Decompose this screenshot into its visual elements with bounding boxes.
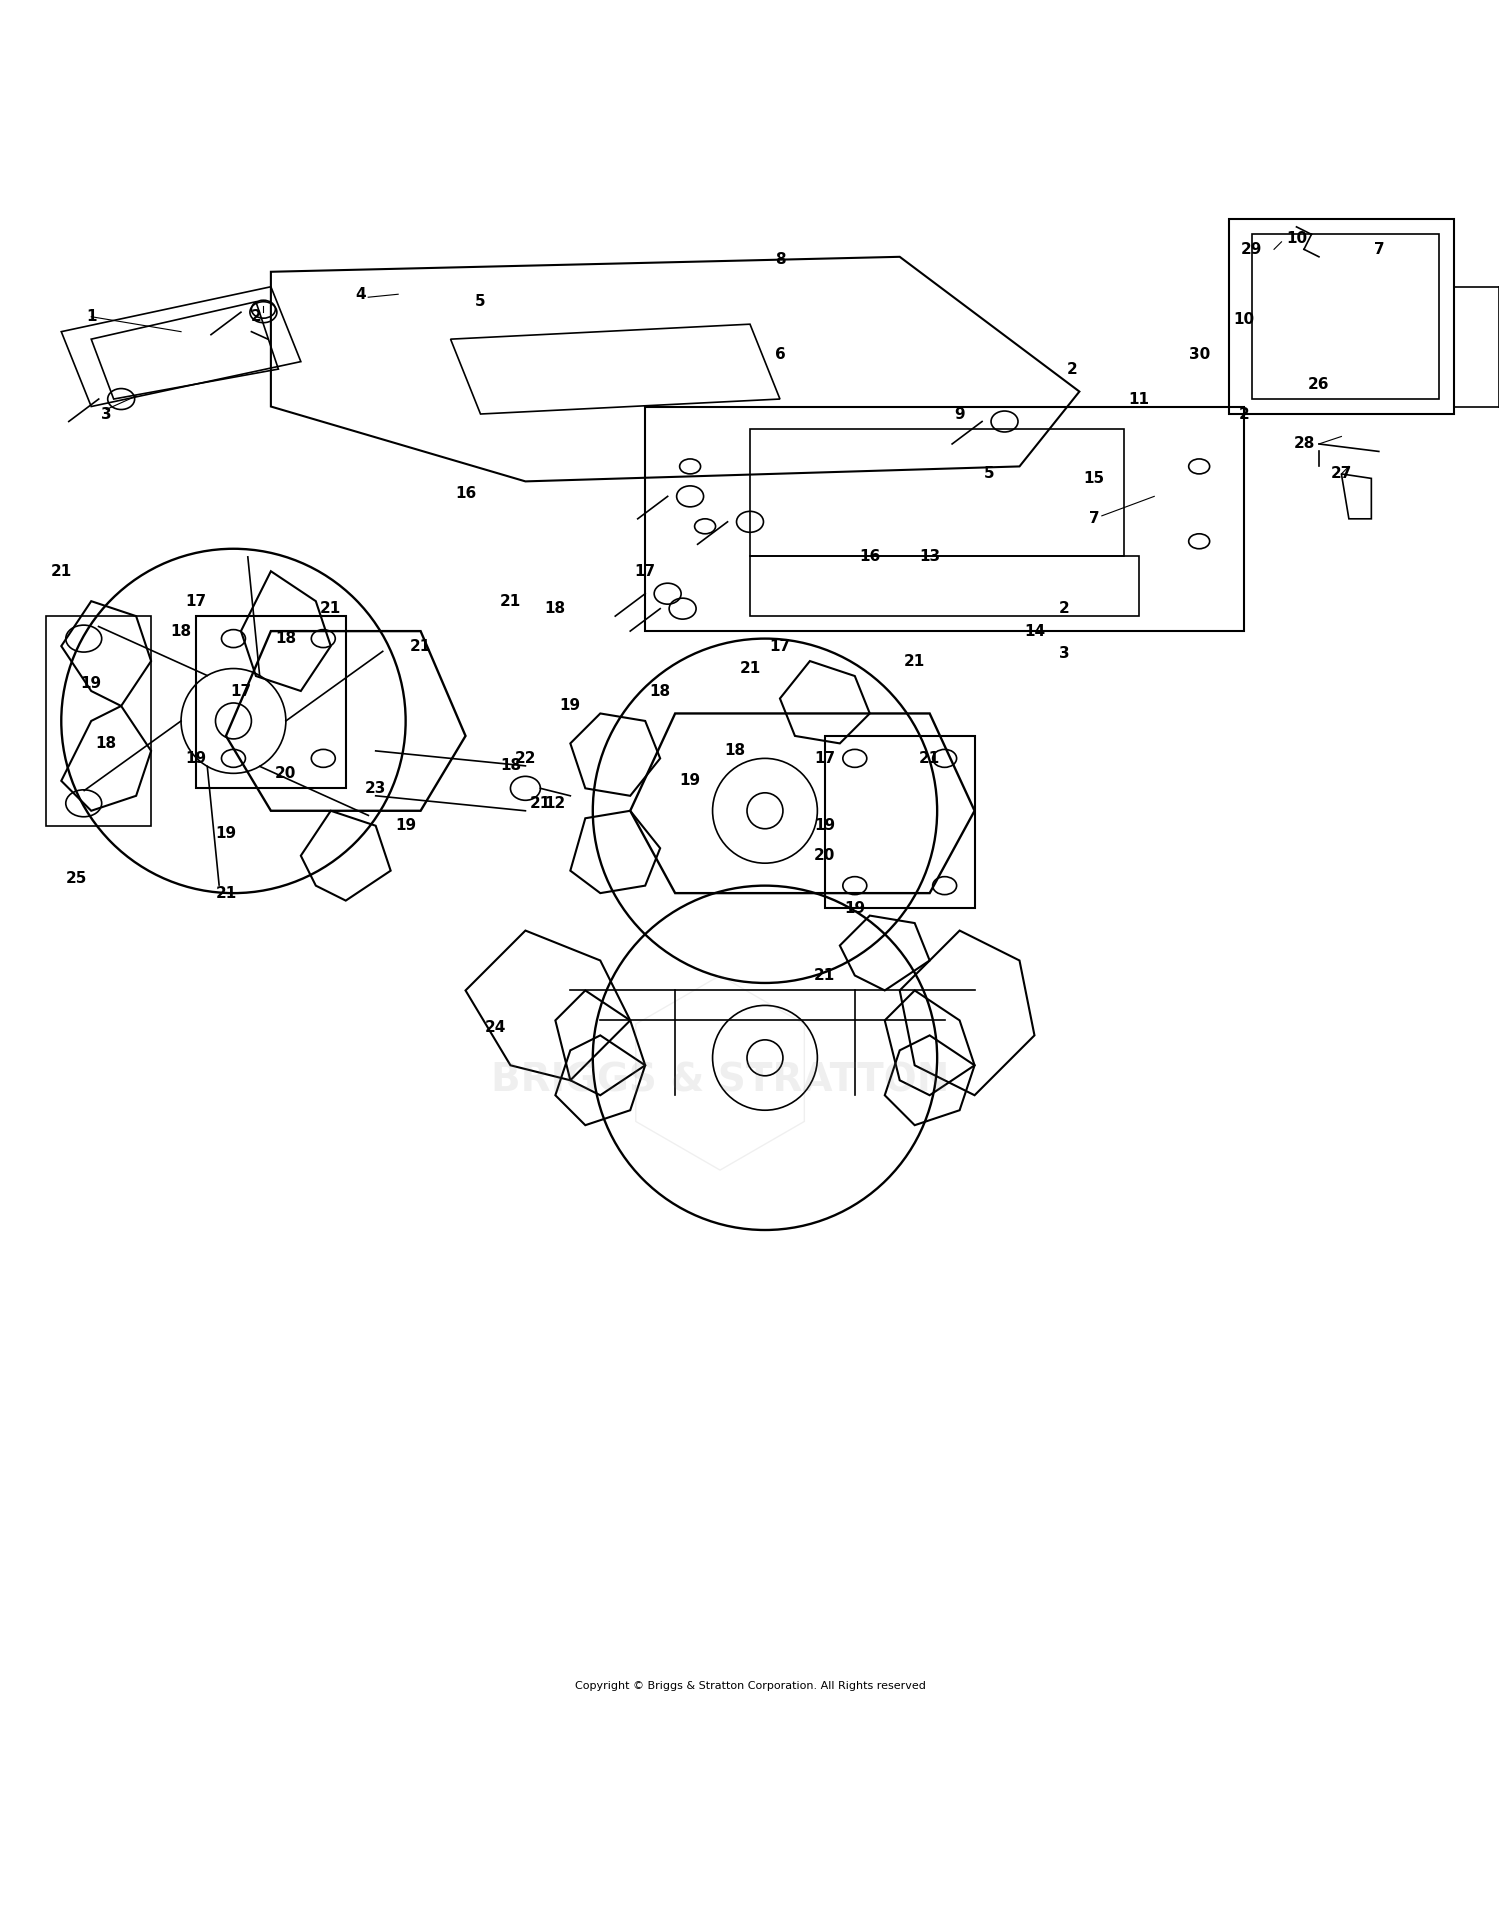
Text: 17: 17 <box>634 563 656 578</box>
Text: 20: 20 <box>274 766 297 780</box>
Text: 19: 19 <box>815 818 836 834</box>
Text: 5: 5 <box>984 467 994 482</box>
Text: 14: 14 <box>1024 624 1045 638</box>
Text: 19: 19 <box>844 901 865 916</box>
Text: 24: 24 <box>484 1020 506 1035</box>
Text: 21: 21 <box>410 638 430 653</box>
Text: 21: 21 <box>530 795 550 811</box>
Text: 21: 21 <box>500 594 520 609</box>
Text: 21: 21 <box>740 661 760 676</box>
Text: 6: 6 <box>774 346 786 361</box>
Text: 9: 9 <box>954 407 964 421</box>
Text: BRIGGS & STRATTON: BRIGGS & STRATTON <box>490 1060 950 1099</box>
Text: 29: 29 <box>1240 242 1263 257</box>
Text: 22: 22 <box>514 751 535 766</box>
Text: 2: 2 <box>1059 601 1070 617</box>
Text: 17: 17 <box>770 638 790 653</box>
Text: 18: 18 <box>171 624 192 638</box>
Text: 2: 2 <box>251 309 261 325</box>
Text: 11: 11 <box>1130 392 1150 407</box>
Text: 26: 26 <box>1308 377 1329 392</box>
Text: 21: 21 <box>904 653 926 669</box>
Text: 18: 18 <box>276 632 297 645</box>
Text: 19: 19 <box>560 699 580 713</box>
Text: 12: 12 <box>544 795 566 811</box>
Text: 7: 7 <box>1089 511 1100 526</box>
Text: 21: 21 <box>51 563 72 578</box>
Text: 21: 21 <box>920 751 940 766</box>
Text: 18: 18 <box>724 743 746 759</box>
Text: 27: 27 <box>1330 467 1352 482</box>
Text: 21: 21 <box>320 601 342 617</box>
Text: 20: 20 <box>815 849 836 863</box>
Text: 21: 21 <box>216 886 237 901</box>
Text: 5: 5 <box>476 294 486 309</box>
Text: 25: 25 <box>66 870 87 886</box>
Text: 10: 10 <box>1233 313 1254 327</box>
Text: 7: 7 <box>1374 242 1384 257</box>
Text: 2: 2 <box>1066 361 1077 377</box>
Text: 21: 21 <box>815 968 836 984</box>
Text: 19: 19 <box>680 774 700 788</box>
Text: 19: 19 <box>394 818 416 834</box>
Text: 17: 17 <box>231 684 252 699</box>
Text: 2: 2 <box>1239 407 1250 421</box>
Text: Copyright © Briggs & Stratton Corporation. All Rights reserved: Copyright © Briggs & Stratton Corporatio… <box>574 1681 926 1690</box>
Text: 16: 16 <box>454 486 476 501</box>
Text: 15: 15 <box>1084 471 1106 486</box>
Text: 19: 19 <box>81 676 102 692</box>
Text: 18: 18 <box>500 759 520 774</box>
Text: 18: 18 <box>96 736 117 751</box>
Text: 17: 17 <box>815 751 836 766</box>
Text: 3: 3 <box>100 407 111 421</box>
Text: 30: 30 <box>1188 346 1210 361</box>
Text: 8: 8 <box>774 252 786 267</box>
Text: 4: 4 <box>356 286 366 302</box>
Text: 1: 1 <box>86 309 96 325</box>
Text: 18: 18 <box>650 684 670 699</box>
Text: 3: 3 <box>1059 645 1070 661</box>
Text: 18: 18 <box>544 601 566 617</box>
Text: 10: 10 <box>1286 231 1306 246</box>
Text: 13: 13 <box>920 549 940 563</box>
Text: 19: 19 <box>186 751 207 766</box>
Text: 17: 17 <box>186 594 207 609</box>
Text: 16: 16 <box>859 549 880 563</box>
Text: 19: 19 <box>216 826 237 841</box>
Text: 28: 28 <box>1293 436 1314 451</box>
Text: 23: 23 <box>364 780 387 795</box>
